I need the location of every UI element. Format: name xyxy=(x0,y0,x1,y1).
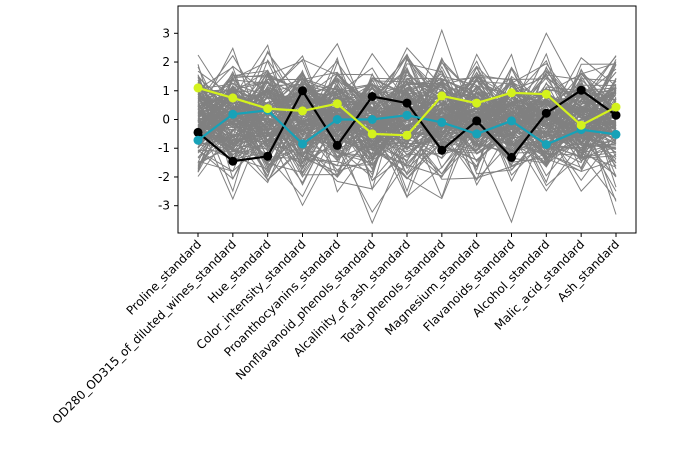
background-series-line xyxy=(197,59,617,193)
series-point xyxy=(367,115,377,124)
series-point xyxy=(576,120,586,130)
series-point xyxy=(402,110,412,120)
series-point xyxy=(507,88,516,98)
series-point xyxy=(367,92,377,101)
y-tick-label: -3 xyxy=(158,199,170,213)
background-series-line xyxy=(197,32,617,147)
series-point xyxy=(611,110,621,120)
series-point xyxy=(437,117,447,127)
x-axis: Proline_standardOD280_OD315_of_diluted_w… xyxy=(49,233,622,427)
y-tick-label: 3 xyxy=(162,26,170,40)
series-point xyxy=(367,129,377,139)
y-tick-label: -2 xyxy=(158,170,170,184)
y-tick-label: 0 xyxy=(162,113,170,127)
y-tick-label: -1 xyxy=(158,141,170,155)
background-series-line xyxy=(197,52,617,200)
series-point xyxy=(541,140,551,149)
series-point xyxy=(611,102,621,112)
series-point xyxy=(437,91,447,101)
series-point xyxy=(228,156,238,166)
series-point xyxy=(193,135,203,145)
background-series-lines xyxy=(197,28,617,225)
series-point xyxy=(402,98,412,108)
series-point xyxy=(263,151,273,161)
background-series-line xyxy=(197,94,617,198)
series-point xyxy=(576,85,586,95)
series-point xyxy=(611,129,621,139)
x-tick-label: Ash_standard xyxy=(555,237,622,304)
background-series-line xyxy=(197,80,617,181)
series-point xyxy=(298,106,307,116)
series-point xyxy=(228,109,238,119)
series-point xyxy=(193,127,203,137)
background-series-line xyxy=(197,66,617,165)
series-point xyxy=(193,83,203,93)
series-point xyxy=(298,139,307,149)
series-point xyxy=(228,93,238,103)
background-series-line xyxy=(197,64,617,153)
background-series-line xyxy=(197,94,617,176)
y-tick-label: 2 xyxy=(162,55,170,69)
y-tick-label: 1 xyxy=(162,84,170,98)
series-point xyxy=(263,104,273,114)
series-point xyxy=(332,140,342,150)
series-3 xyxy=(193,83,621,140)
series-point xyxy=(507,152,516,162)
series-point xyxy=(472,116,482,126)
series-point xyxy=(332,99,342,109)
series-point xyxy=(472,98,482,108)
background-series-line xyxy=(197,81,617,142)
background-series-line xyxy=(197,88,617,165)
series-point xyxy=(437,145,447,155)
background-series-line xyxy=(197,77,617,151)
background-series-line xyxy=(197,60,617,156)
series-point xyxy=(472,129,482,139)
y-axis: -3 -2 -1 0 1 2 3 xyxy=(158,26,178,213)
series-point xyxy=(332,115,342,124)
series-point xyxy=(402,130,412,140)
series-point xyxy=(541,89,551,99)
series-1 xyxy=(193,85,621,166)
series-point xyxy=(507,116,516,126)
series-point xyxy=(298,86,307,96)
highlighted-series xyxy=(193,83,621,166)
series-point xyxy=(541,108,551,118)
